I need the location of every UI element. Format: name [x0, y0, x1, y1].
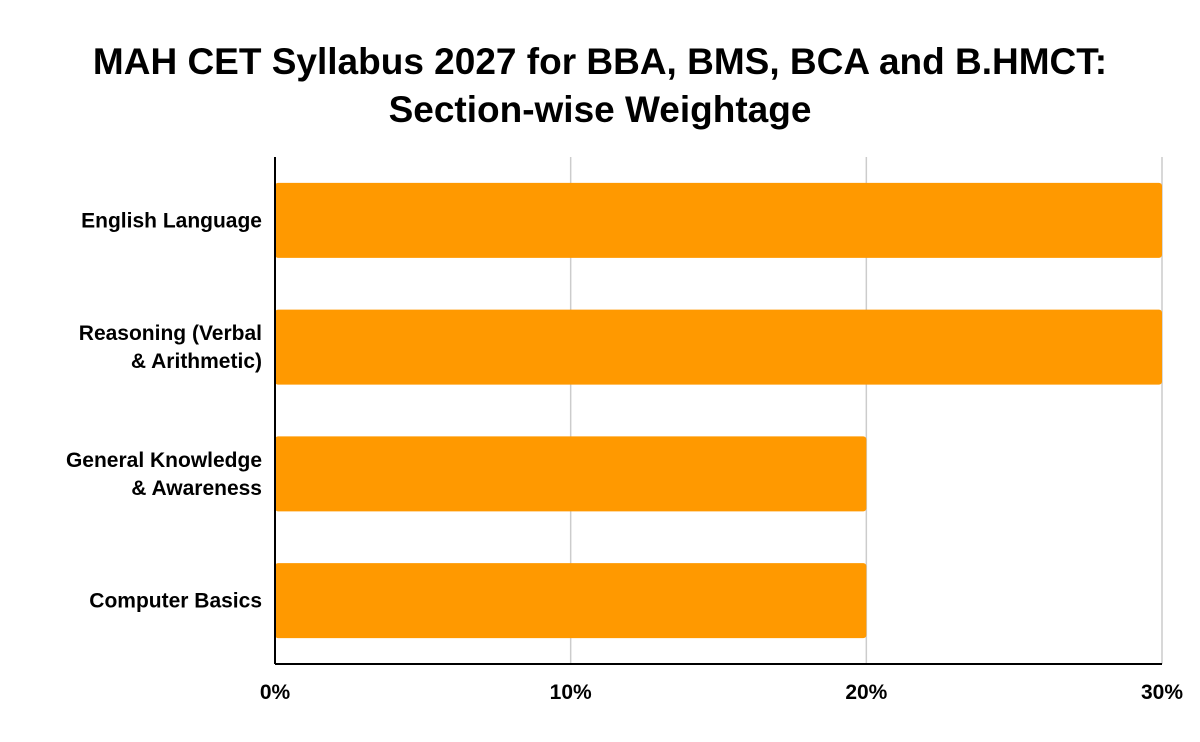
category-label-2-line-1: & Awareness: [131, 477, 262, 500]
category-label-0: English Language: [81, 209, 262, 232]
x-tick-label-3: 30%: [1141, 681, 1183, 704]
category-label-1-line-1: & Arithmetic): [131, 350, 262, 373]
bar-2: [275, 436, 867, 512]
bar-3: [275, 563, 867, 639]
category-label-1-line-0: Reasoning (Verbal: [79, 322, 262, 345]
x-tick-label-0: 0%: [260, 681, 291, 704]
chart-title-line-1: MAH CET Syllabus 2027 for BBA, BMS, BCA …: [92, 41, 1108, 82]
category-label-2-line-0: General Knowledge: [66, 449, 262, 472]
chart-title-line-2: Section-wise Weightage: [388, 89, 812, 130]
bar-0: [275, 182, 1162, 258]
x-tick-label-2: 20%: [845, 681, 887, 704]
bar-1: [275, 309, 1162, 385]
x-tick-label-1: 10%: [550, 681, 592, 704]
category-label-3: Computer Basics: [89, 590, 262, 613]
